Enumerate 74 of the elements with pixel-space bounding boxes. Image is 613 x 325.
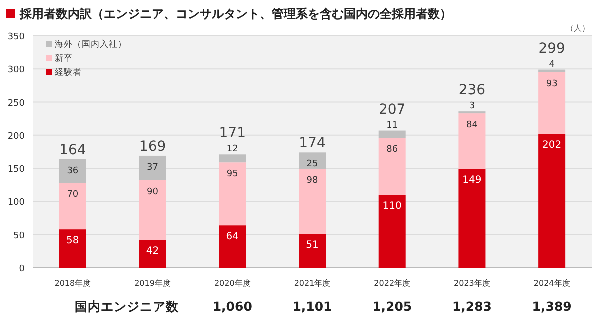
data-label: 51: [306, 240, 319, 252]
x-tick-label: 2022年度: [374, 279, 411, 288]
data-label: 64: [226, 232, 240, 243]
data-label: 70: [67, 190, 79, 200]
data-label: 11: [386, 120, 398, 131]
data-label: 36: [67, 166, 79, 176]
y-tick-label: 300: [8, 66, 26, 76]
data-label: 95: [226, 170, 238, 180]
y-tick-label: 350: [8, 32, 26, 42]
bar: [378, 138, 406, 196]
bar: [59, 230, 86, 268]
data-label: 42: [146, 246, 160, 258]
y-tick-label: 200: [8, 132, 26, 142]
bar: [219, 226, 246, 268]
text: 1,060: [212, 299, 253, 314]
bar: [59, 183, 86, 230]
y-tick-label: 50: [14, 231, 26, 242]
bar: [538, 72, 566, 134]
data-label: 25: [306, 160, 318, 170]
total-label: 207: [378, 102, 406, 118]
data-label: 93: [546, 79, 558, 90]
data-label: 90: [147, 188, 159, 198]
bar: [139, 180, 166, 240]
x-tick-label: 2021年度: [294, 279, 331, 288]
bar: [219, 162, 246, 226]
text: 1,101: [292, 299, 332, 314]
y-tick-label: 100: [8, 198, 26, 208]
bar: [378, 130, 406, 138]
y-tick-label: 250: [8, 98, 26, 109]
x-tick-label: 2024年度: [534, 279, 570, 288]
text: 1,283: [452, 299, 492, 314]
text: （人）: [566, 24, 590, 33]
data-label: 3: [469, 102, 476, 112]
bar: [139, 156, 166, 181]
bar: [299, 152, 326, 170]
text: 1,205: [372, 299, 412, 314]
y-tick-label: 150: [8, 165, 26, 176]
y-tick-label: 0: [19, 264, 26, 274]
bar: [538, 134, 566, 268]
x-tick-label: 2023年度: [454, 279, 490, 288]
total-label: 299: [538, 40, 566, 57]
bar: [299, 169, 326, 234]
total-label: 164: [60, 142, 86, 158]
data-label: 110: [382, 201, 402, 212]
total-label: 236: [458, 82, 486, 99]
total-label: 169: [139, 138, 166, 155]
bar: [299, 234, 326, 268]
text: 国内エンジニア数: [74, 299, 180, 314]
bar: [458, 169, 486, 268]
x-tick-label: 2020年度: [214, 279, 251, 288]
legend-label: 経験者: [54, 67, 82, 78]
data-label: 98: [306, 176, 318, 186]
x-tick-label: 2018年度: [54, 279, 92, 288]
total-label: 174: [299, 136, 326, 152]
data-label: 84: [466, 120, 478, 131]
x-tick-label: 2019年度: [134, 279, 171, 288]
total-label: 171: [219, 126, 246, 142]
data-label: 202: [542, 140, 562, 152]
chart-title: 採用者数内訳（エンジニア、コンサルタント、管理系を含む国内の全採用者数）: [19, 7, 452, 21]
bar: [538, 70, 566, 72]
data-label: 12: [226, 144, 238, 155]
bar: [219, 154, 246, 163]
legend-label: 海外（国内入社）: [55, 39, 127, 50]
data-label: 4: [549, 60, 556, 70]
data-label: 37: [147, 162, 159, 173]
data-label: 58: [66, 236, 80, 247]
data-label: 149: [462, 175, 482, 186]
legend-label: 新卒: [55, 53, 73, 64]
bar: [458, 114, 486, 170]
text: 1,389: [532, 299, 572, 314]
bar: [59, 159, 86, 184]
data-label: 86: [386, 145, 398, 156]
bar: [139, 240, 166, 268]
bar: [378, 195, 406, 268]
